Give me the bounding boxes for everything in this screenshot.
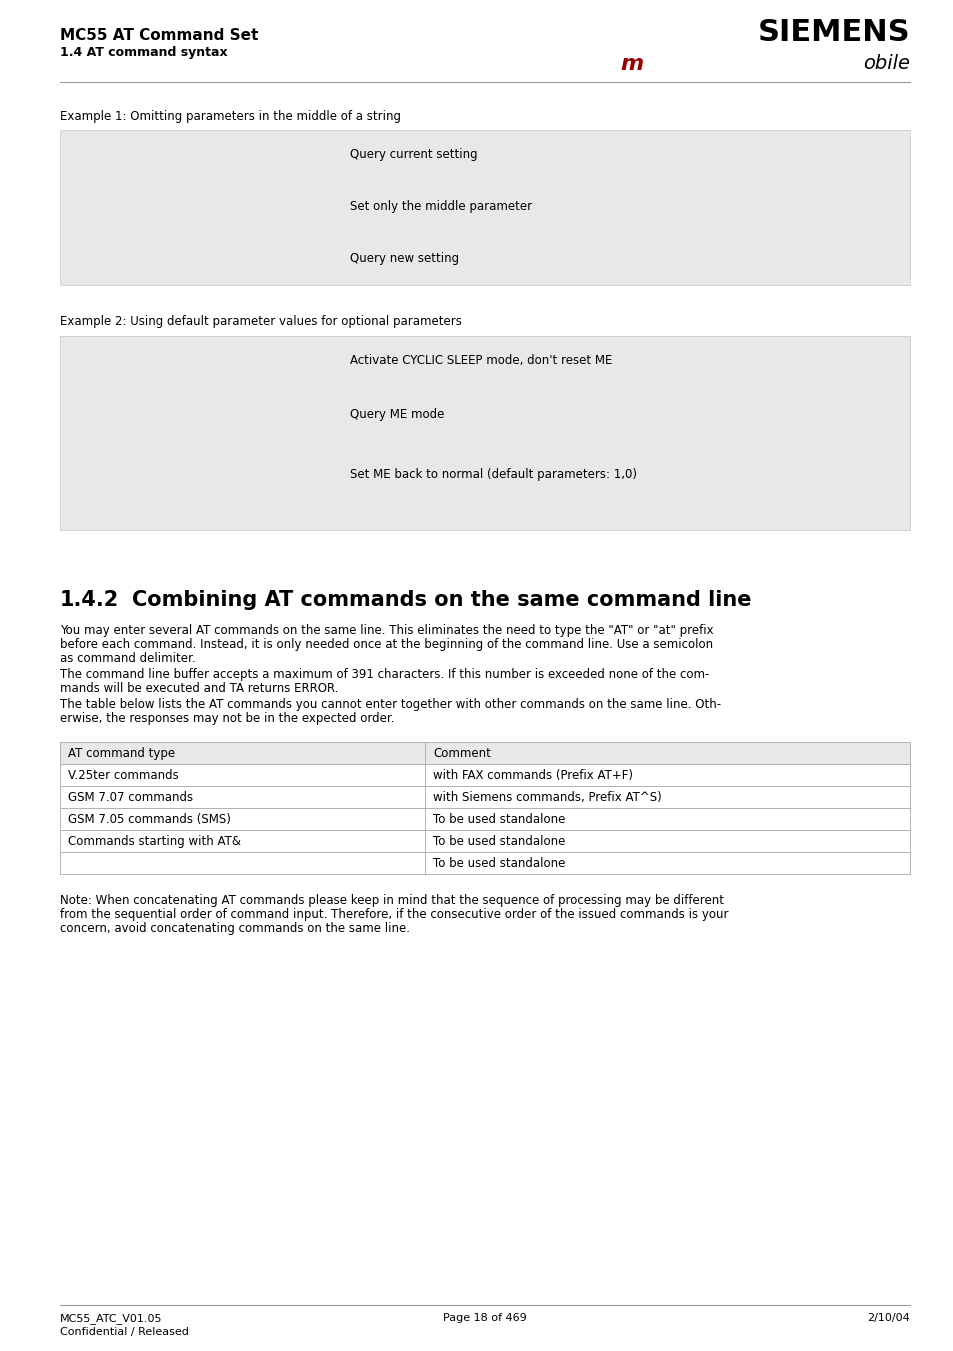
Text: Confidential / Released: Confidential / Released	[60, 1327, 189, 1337]
Text: You may enter several AT commands on the same line. This eliminates the need to : You may enter several AT commands on the…	[60, 624, 713, 638]
Text: erwise, the responses may not be in the expected order.: erwise, the responses may not be in the …	[60, 712, 395, 725]
Text: Activate CYCLIC SLEEP mode, don't reset ME: Activate CYCLIC SLEEP mode, don't reset …	[350, 354, 612, 367]
Text: Set only the middle parameter: Set only the middle parameter	[350, 200, 532, 213]
Text: Set ME back to normal (default parameters: 1,0): Set ME back to normal (default parameter…	[350, 467, 637, 481]
Text: Page 18 of 469: Page 18 of 469	[442, 1313, 526, 1323]
Text: concern, avoid concatenating commands on the same line.: concern, avoid concatenating commands on…	[60, 921, 410, 935]
FancyBboxPatch shape	[60, 830, 909, 852]
Text: 2/10/04: 2/10/04	[866, 1313, 909, 1323]
Text: Example 2: Using default parameter values for optional parameters: Example 2: Using default parameter value…	[60, 315, 461, 328]
Text: 1.4.2: 1.4.2	[60, 590, 119, 611]
Text: To be used standalone: To be used standalone	[433, 835, 565, 848]
Text: m: m	[619, 54, 642, 74]
Text: Query new setting: Query new setting	[350, 253, 458, 265]
Text: AT command type: AT command type	[68, 747, 175, 761]
Text: SIEMENS: SIEMENS	[757, 18, 909, 47]
Text: To be used standalone: To be used standalone	[433, 857, 565, 870]
Text: obile: obile	[862, 54, 909, 73]
Text: Example 1: Omitting parameters in the middle of a string: Example 1: Omitting parameters in the mi…	[60, 109, 400, 123]
Text: GSM 7.05 commands (SMS): GSM 7.05 commands (SMS)	[68, 813, 231, 825]
Text: Combining AT commands on the same command line: Combining AT commands on the same comman…	[132, 590, 751, 611]
Text: V.25ter commands: V.25ter commands	[68, 769, 178, 782]
FancyBboxPatch shape	[60, 786, 909, 808]
Text: with Siemens commands, Prefix AT^S): with Siemens commands, Prefix AT^S)	[433, 790, 661, 804]
Text: 1.4 AT command syntax: 1.4 AT command syntax	[60, 46, 228, 59]
FancyBboxPatch shape	[60, 336, 909, 530]
Text: To be used standalone: To be used standalone	[433, 813, 565, 825]
Text: before each command. Instead, it is only needed once at the beginning of the com: before each command. Instead, it is only…	[60, 638, 713, 651]
Text: GSM 7.07 commands: GSM 7.07 commands	[68, 790, 193, 804]
Text: Query current setting: Query current setting	[350, 149, 477, 161]
Text: Commands starting with AT&: Commands starting with AT&	[68, 835, 241, 848]
Text: mands will be executed and TA returns ERROR.: mands will be executed and TA returns ER…	[60, 682, 338, 694]
FancyBboxPatch shape	[60, 808, 909, 830]
Text: Note: When concatenating AT commands please keep in mind that the sequence of pr: Note: When concatenating AT commands ple…	[60, 894, 723, 907]
Text: The table below lists the AT commands you cannot enter together with other comma: The table below lists the AT commands yo…	[60, 698, 720, 711]
Text: MC55 AT Command Set: MC55 AT Command Set	[60, 28, 258, 43]
Text: MC55_ATC_V01.05: MC55_ATC_V01.05	[60, 1313, 162, 1324]
Text: with FAX commands (Prefix AT+F): with FAX commands (Prefix AT+F)	[433, 769, 633, 782]
Text: Query ME mode: Query ME mode	[350, 408, 444, 422]
FancyBboxPatch shape	[60, 130, 909, 285]
FancyBboxPatch shape	[60, 742, 909, 765]
Text: The command line buffer accepts a maximum of 391 characters. If this number is e: The command line buffer accepts a maximu…	[60, 667, 709, 681]
Text: Comment: Comment	[433, 747, 491, 761]
FancyBboxPatch shape	[60, 765, 909, 786]
Text: from the sequential order of command input. Therefore, if the consecutive order : from the sequential order of command inp…	[60, 908, 728, 921]
FancyBboxPatch shape	[60, 852, 909, 874]
Text: as command delimiter.: as command delimiter.	[60, 653, 195, 665]
